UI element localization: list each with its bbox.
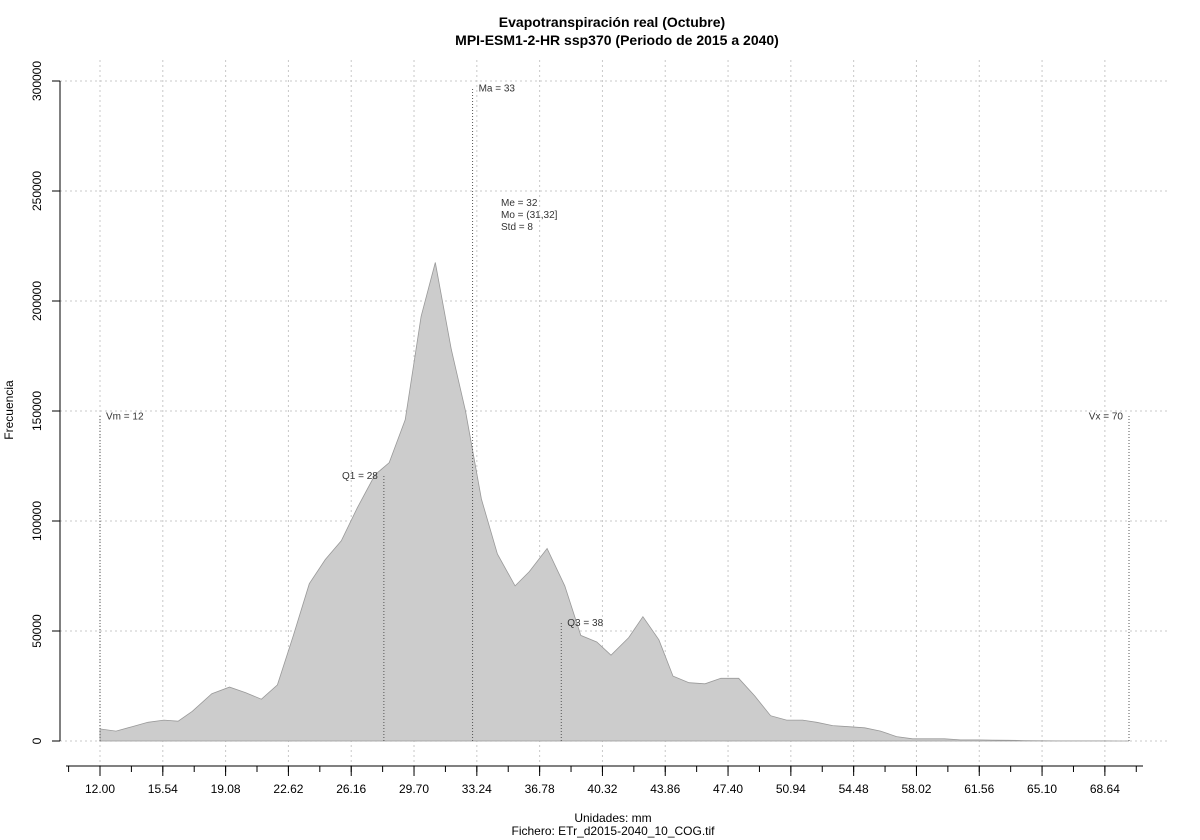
y-tick-label-4: 200000 [30,281,44,321]
x-tick-label-13: 58.02 [901,782,931,796]
reference-lines: Vm = 12 Q1 = 28 Ma = 33 Q3 = 38 Vx = 70 [99,84,1130,741]
grid-layer [60,60,1170,766]
stats-annotation: Me = 32 Mo = (31,32] Std = 8 [501,198,558,233]
x-tick-label-4: 26.16 [336,782,366,796]
chart-title: Evapotranspiración real (Octubre) [499,14,725,30]
axes: 0 50000 100000 150000 200000 250000 300000 12.0… [30,61,1143,796]
x-tick-label-9: 43.86 [650,782,680,796]
x-axis-label: Unidades: mm [574,811,651,825]
area-layer [99,262,1129,742]
reference-label-3: Q3 = 38 [567,618,603,629]
y-tick-label-1: 50000 [30,614,44,648]
x-tick-label-15: 65.10 [1027,782,1057,796]
x-tick-label-2: 19.08 [211,782,241,796]
y-tick-label-6: 300000 [30,61,44,101]
reference-label-4: Vx = 70 [1089,411,1124,422]
reference-label-1: Q1 = 28 [342,471,378,482]
x-tick-label-8: 40.32 [587,782,617,796]
chart-subtitle: MPI-ESM1-2-HR ssp370 (Periodo de 2015 a … [455,32,779,48]
stat-std: Std = 8 [501,222,533,233]
frequency-area [99,262,1129,742]
y-tick-label-3: 150000 [30,391,44,431]
reference-label-0: Vm = 12 [106,411,144,422]
file-caption: Fichero: ETr_d2015-2040_10_COG.tif [512,824,716,838]
x-tick-label-14: 61.56 [964,782,994,796]
y-tick-label-0: 0 [30,737,44,744]
stat-mode: Mo = (31,32] [501,210,558,221]
x-tick-label-3: 22.62 [273,782,303,796]
x-tick-label-1: 15.54 [148,782,178,796]
x-tick-label-10: 47.40 [713,782,743,796]
y-tick-label-5: 250000 [30,171,44,211]
x-tick-label-0: 12.00 [85,782,115,796]
stat-median: Me = 32 [501,198,538,209]
reference-label-2: Ma = 33 [479,84,516,95]
x-tick-label-11: 50.94 [776,782,806,796]
y-axis-label: Frecuencia [2,380,16,440]
x-tick-label-6: 33.24 [462,782,492,796]
x-tick-label-16: 68.64 [1090,782,1120,796]
y-tick-label-2: 100000 [30,501,44,541]
x-tick-label-7: 36.78 [525,782,555,796]
x-tick-label-12: 54.48 [839,782,869,796]
x-tick-label-5: 29.70 [399,782,429,796]
